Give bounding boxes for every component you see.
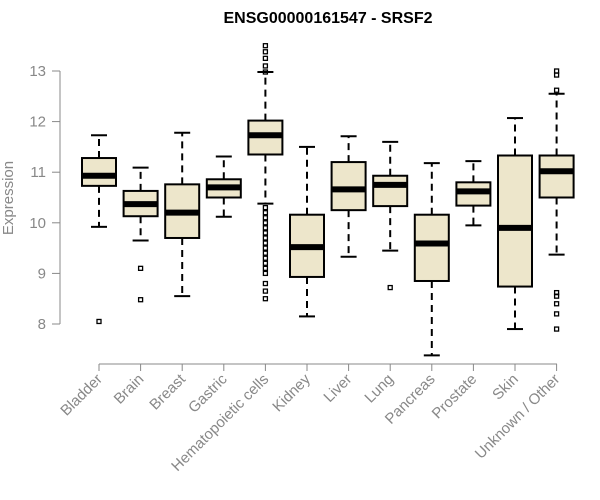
x-tick-label: Brain (111, 371, 148, 408)
outlier-point (262, 235, 269, 241)
boxes (81, 43, 575, 357)
outlier-point (262, 230, 269, 236)
box (538, 154, 575, 199)
box (413, 213, 450, 282)
y-tick-label: 13 (29, 63, 46, 80)
box-group (81, 134, 117, 325)
box-group (413, 162, 450, 357)
y-tick-label: 12 (29, 114, 46, 131)
x-tick-label: Kidney (269, 370, 314, 415)
outlier-point (553, 72, 560, 78)
outlier-point (262, 240, 269, 246)
y-tick-label: 8 (38, 316, 46, 333)
box-group (164, 131, 201, 298)
outlier-point (553, 301, 560, 307)
outlier-point (262, 220, 269, 226)
outlier-point (96, 318, 102, 325)
outlier-point (137, 265, 144, 271)
outlier-point (553, 87, 560, 93)
y-tick-label: 10 (29, 215, 46, 232)
box (497, 154, 533, 288)
box-group (122, 166, 159, 303)
box (330, 161, 367, 212)
outlier-point (262, 288, 269, 294)
y-axis: 8 9 10 11 12 13 (29, 63, 60, 333)
outlier-point (262, 215, 269, 221)
outlier-point (262, 260, 269, 266)
x-tick-label: Skin (489, 371, 522, 404)
box (81, 157, 117, 187)
box-group (455, 160, 492, 227)
outlier-point (262, 204, 269, 211)
outlier-point (262, 69, 269, 75)
box-group (289, 145, 325, 318)
outlier-point (262, 280, 269, 287)
outlier-point (262, 265, 269, 271)
outlier-point (262, 55, 269, 61)
y-tick-label: 9 (38, 265, 46, 282)
box-group (372, 140, 409, 291)
outlier-point (262, 225, 269, 231)
x-tick-label: Bladder (57, 371, 106, 420)
x-tick-label: Prostate (429, 371, 481, 423)
outlier-point (262, 270, 269, 277)
y-axis-title: Expression (0, 161, 17, 235)
outlier-point (262, 245, 269, 251)
box-group (330, 135, 367, 258)
outlier-point (137, 297, 144, 303)
outlier-point (387, 284, 393, 291)
outlier-point (553, 311, 560, 317)
x-tick-label: Lung (361, 371, 397, 407)
outlier-point (262, 250, 269, 256)
x-tick-label: Liver (320, 371, 355, 406)
outlier-point (553, 293, 560, 299)
outlier-point (262, 255, 269, 261)
box-group (205, 155, 242, 218)
x-tick-label: Breast (146, 370, 189, 413)
box (372, 174, 409, 208)
outlier-point (553, 326, 560, 332)
outlier-point (262, 296, 269, 302)
outlier-point (262, 43, 269, 49)
outlier-point (262, 49, 269, 55)
box-group (538, 68, 575, 332)
chart-title: ENSG00000161547 - SRSF2 (223, 10, 432, 27)
box-group (247, 43, 284, 302)
y-tick-label: 11 (30, 164, 46, 181)
box-group (497, 117, 533, 331)
outlier-point (262, 63, 269, 69)
outlier-point (262, 210, 269, 216)
